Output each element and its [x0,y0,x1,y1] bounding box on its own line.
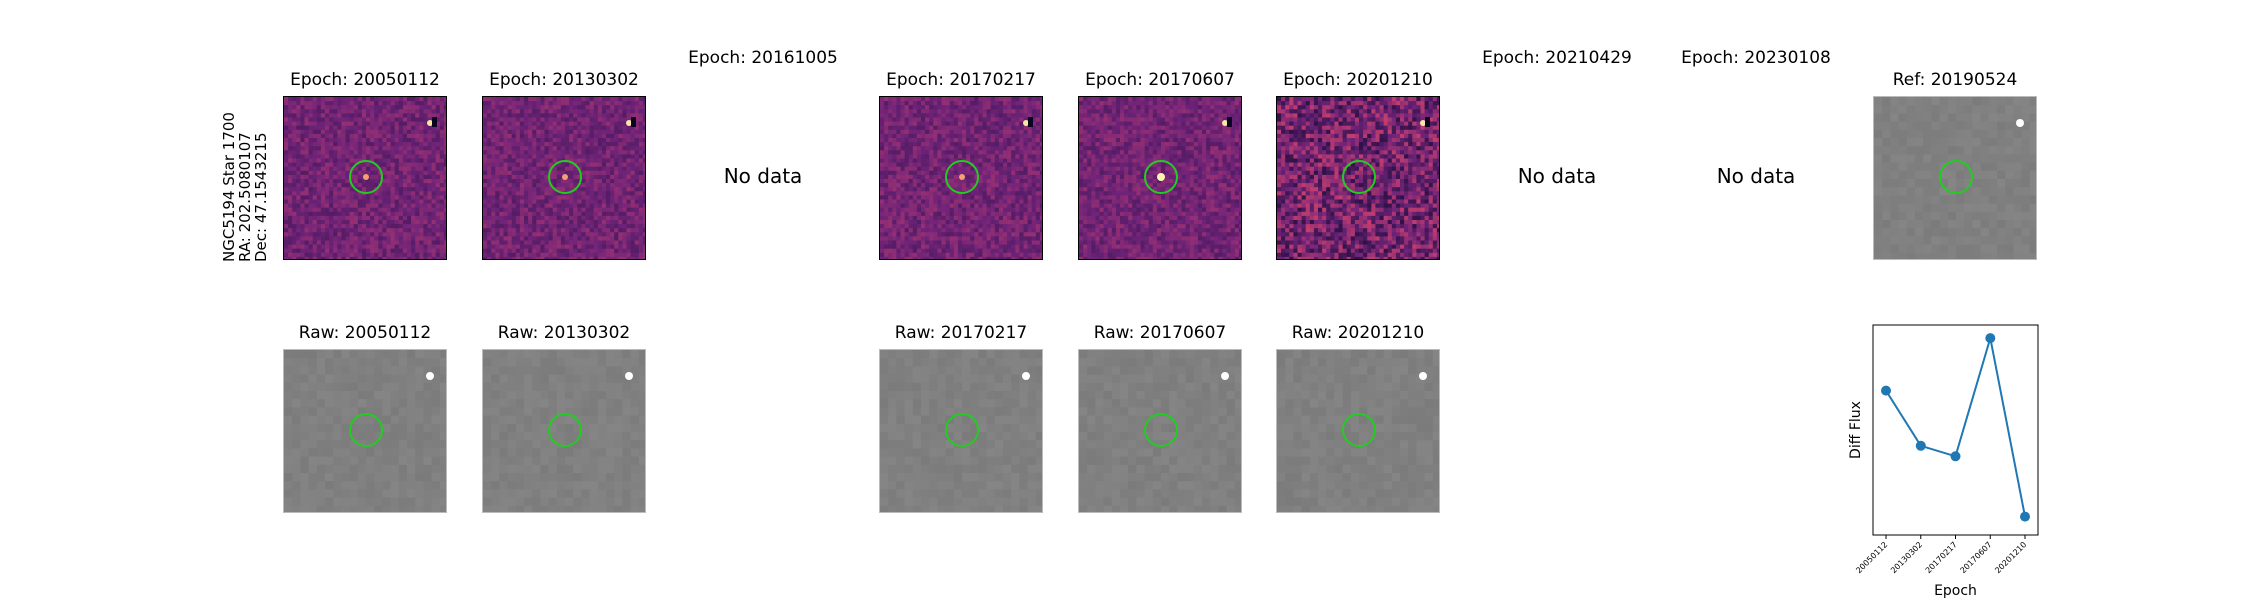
x-tick-label: 20130302 [1889,540,1924,575]
diff-title-8: Epoch: 20230108 [1626,48,1886,68]
no-data-label-8: No data [1656,164,1856,188]
series-line [1886,338,2025,516]
raw-title-2: Raw: 20130302 [434,323,694,343]
reference-image-panel [1873,96,2037,260]
raw-image-panel [879,349,1043,513]
data-point [1916,441,1926,451]
x-tick-label: 20170607 [1959,540,1994,575]
chart-y-label: Diff Flux [1848,401,1864,459]
diff-image-panel [1276,96,1440,260]
raw-image-panel [1078,349,1242,513]
raw-title-5: Raw: 20201210 [1228,323,1488,343]
x-tick-label: 20050112 [1854,540,1889,575]
diff-title-6: Epoch: 20201210 [1228,70,1488,90]
star-name: NGC5194 Star 1700 [221,112,237,262]
star-ra: RA: 202.5080107 [237,112,253,262]
chart-x-label: Epoch [1934,583,1977,599]
diff-image-panel [1078,96,1242,260]
no-data-label-7: No data [1457,164,1657,188]
diff-title-3: Epoch: 20161005 [633,48,893,68]
star-dec: Dec: 47.1543215 [253,112,269,262]
x-tick-label: 20170217 [1924,540,1959,575]
data-point [1951,451,1961,461]
raw-image-panel [283,349,447,513]
data-point [1881,386,1891,396]
diff-image-panel [482,96,646,260]
raw-image-panel [482,349,646,513]
no-data-label-3: No data [663,164,863,188]
raw-image-panel [1276,349,1440,513]
diff-title-2: Epoch: 20130302 [434,70,694,90]
data-point [2020,512,2030,522]
chart-plot-frame [1873,325,2038,535]
x-tick-label: 20201210 [1993,540,2028,575]
diff-image-panel [283,96,447,260]
reference-title: Ref: 20190524 [1825,70,2085,90]
diff-flux-chart: 20050112 20130302 20170217 20170607 20201210… [1840,320,2060,600]
diff-image-panel [879,96,1043,260]
data-point [1985,333,1995,343]
